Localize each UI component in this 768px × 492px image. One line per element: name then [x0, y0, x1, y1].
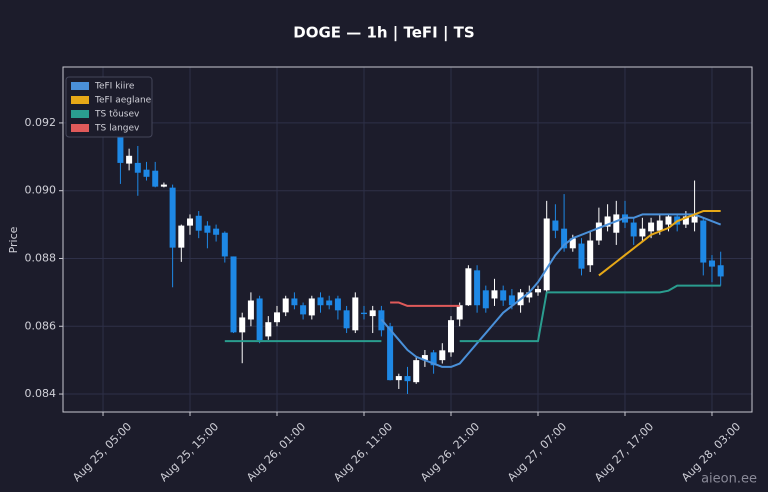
y-axis-label: Price	[7, 226, 20, 253]
candle-body	[543, 218, 550, 291]
candle-body	[474, 270, 481, 306]
candle-body	[648, 222, 655, 232]
y-tick-label: 0.086	[25, 319, 57, 332]
candle-body	[247, 300, 254, 320]
candle-body	[300, 305, 307, 315]
candle-body	[395, 376, 402, 381]
candle-body	[308, 298, 315, 316]
candle-body	[160, 184, 167, 187]
candle-body	[491, 290, 498, 299]
y-tick-label: 0.092	[25, 116, 57, 129]
candle-body	[613, 214, 620, 233]
legend-label: TeFI kiire	[94, 82, 135, 92]
candle-body	[587, 240, 594, 266]
y-tick-label: 0.090	[25, 184, 57, 197]
candle-body	[500, 290, 507, 301]
candle-body	[413, 360, 420, 383]
candle-body	[604, 216, 611, 227]
candle-body	[221, 232, 228, 257]
legend-swatch	[71, 82, 89, 90]
candle-body	[404, 376, 411, 382]
candle-body	[700, 220, 707, 263]
candle-body	[230, 256, 237, 333]
candle-body	[552, 220, 559, 231]
candle-body	[578, 243, 585, 269]
legend-box	[65, 76, 153, 138]
candle-body	[126, 155, 133, 164]
indicator-line	[390, 301, 460, 307]
candle-body	[439, 350, 446, 361]
y-tick-label: 0.084	[25, 387, 57, 400]
indicator-line	[224, 284, 721, 343]
candle-body	[639, 228, 646, 237]
candle-body	[152, 170, 159, 187]
legend-label: TS langev	[94, 124, 140, 134]
candle-body	[117, 135, 124, 163]
candle-body	[334, 298, 341, 311]
candle-body	[665, 216, 672, 225]
candle-body	[369, 310, 376, 317]
candle-body	[178, 225, 185, 248]
candle-body	[430, 352, 437, 366]
candle-body	[569, 238, 576, 249]
candle-body	[317, 297, 324, 306]
candle-body	[134, 162, 141, 173]
candle-body	[265, 322, 272, 337]
indicator-line	[598, 210, 721, 277]
plot	[117, 129, 724, 395]
candle-body	[352, 297, 359, 331]
candle-body	[169, 187, 176, 248]
candle-body	[465, 268, 472, 306]
candle-body	[561, 228, 568, 249]
candle-body	[656, 220, 663, 231]
candle-body	[213, 228, 220, 235]
candle-body	[534, 288, 541, 293]
candle-body	[282, 298, 289, 313]
candle-body	[195, 215, 202, 231]
legend: TeFI kiire TeFI aeglane TS tõusev TS langev	[65, 76, 153, 138]
candle-body	[447, 320, 454, 353]
candle-body	[387, 326, 394, 381]
indicator-line	[380, 213, 722, 368]
candle-body	[630, 222, 637, 237]
legend-label: TeFI aeglane	[94, 96, 152, 106]
candle-body	[717, 265, 724, 277]
candle-body	[508, 295, 515, 306]
candle-body	[526, 292, 533, 298]
candle-body	[274, 312, 281, 323]
chart-title: DOGE — 1h | TeFI | TS	[293, 24, 474, 43]
y-tick-label: 0.088	[25, 251, 57, 264]
candle-body	[421, 355, 428, 361]
candle-body	[595, 222, 602, 241]
candle-body	[291, 298, 298, 306]
candle-body	[361, 312, 368, 315]
candle-body	[482, 290, 489, 309]
candle-body	[343, 310, 350, 329]
candle-body	[326, 300, 333, 306]
legend-swatch	[71, 110, 89, 118]
legend-swatch	[71, 124, 89, 132]
candle-body	[239, 317, 246, 333]
candle-body	[143, 169, 150, 177]
plot-frame	[62, 66, 753, 413]
legend-label: TS tõusev	[94, 110, 140, 120]
watermark: aieon.ee	[701, 472, 757, 487]
candle-body	[691, 216, 698, 223]
candle-body	[682, 216, 689, 225]
candle-body	[456, 305, 463, 320]
candle-body	[187, 218, 194, 226]
legend-swatch	[71, 96, 89, 104]
candle-body	[204, 225, 211, 233]
candle-body	[708, 260, 715, 267]
candle-body	[256, 298, 263, 341]
